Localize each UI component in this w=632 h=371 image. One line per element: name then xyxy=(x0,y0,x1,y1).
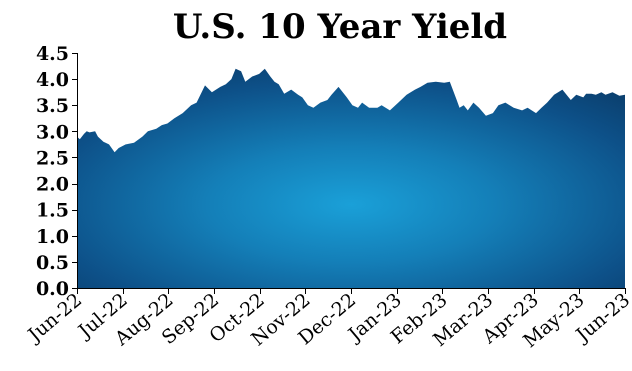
y-tick-label: 4.5 xyxy=(36,43,69,65)
y-axis-ticks: 0.0 0.5 1.0 1.5 2.0 2.5 3.0 3.5 4.0 4.5 xyxy=(36,43,77,300)
chart-title: U.S. 10 Year Yield xyxy=(173,7,507,47)
y-tick-label: 0.0 xyxy=(36,278,69,300)
y-tick-label: 0.5 xyxy=(36,252,69,274)
y-tick-label: 3.0 xyxy=(36,121,69,143)
y-tick-label: 2.0 xyxy=(36,174,69,196)
y-tick-label: 1.0 xyxy=(36,226,69,248)
series-area xyxy=(77,68,625,288)
y-tick-label: 3.5 xyxy=(36,95,69,117)
y-tick-label: 4.0 xyxy=(36,69,69,91)
y-tick-label: 2.5 xyxy=(36,147,69,169)
y-tick-label: 1.5 xyxy=(36,200,69,222)
x-axis-ticks: Jun-22Jul-22Aug-22Sep-22Oct-22Nov-22Dec-… xyxy=(23,288,632,352)
